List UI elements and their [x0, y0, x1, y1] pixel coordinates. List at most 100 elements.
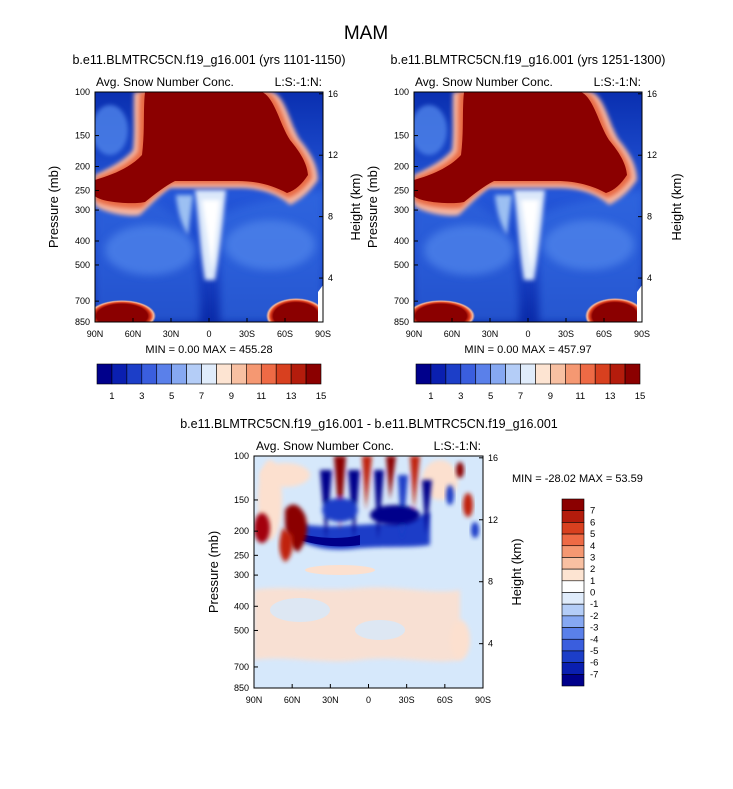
- panel-3-x-tick-label: 90S: [475, 695, 491, 705]
- colorbar-2-swatch: [475, 363, 491, 385]
- panel-1-y-right-tick-label: 8: [328, 212, 333, 222]
- panel-2-y-tick-label: 700: [394, 296, 409, 306]
- panel-1-y-right-tick-label: 4: [328, 273, 333, 283]
- colorbar-3-swatch: [561, 498, 585, 511]
- panel-3-y-right-tick-label: 8: [488, 577, 493, 587]
- panel-3: b.e11.BLMTRC5CN.f19_g16.001 - b.e11.BLMT…: [180, 417, 643, 689]
- panel-2-x-tick-label: 30S: [558, 329, 574, 339]
- colorbar-1-swatch: [111, 363, 128, 385]
- colorbar-2-swatch: [505, 363, 521, 385]
- panel-2-x-tick-label: 0: [525, 329, 530, 339]
- panel-3-stats: MIN = -28.02 MAX = 53.59: [512, 473, 643, 485]
- colorbar-3-swatch: [561, 662, 585, 675]
- colorbar-2-swatch: [565, 363, 581, 385]
- colorbar-1-swatch: [186, 363, 202, 385]
- panel-1-y-tick-label: 500: [75, 260, 90, 270]
- panel-2-y-right-tick-label: 4: [647, 273, 652, 283]
- panel-3-subtitle-left: Avg. Snow Number Conc.: [256, 439, 394, 453]
- colorbar-1-label: 5: [169, 391, 174, 402]
- panel-2-x-tick-label: 60N: [444, 329, 461, 339]
- colorbar-1-swatch: [156, 363, 172, 385]
- panel-3-subtitle-right: L:S:-1:N:: [434, 439, 481, 453]
- panel-3-y-tick-label: 250: [234, 550, 249, 560]
- panel-2-x-tick-label: 30N: [482, 329, 499, 339]
- colorbar-1-swatch: [246, 363, 262, 385]
- colorbar-3-label: -2: [590, 611, 598, 622]
- panel-1-y-tick-label: 100: [75, 87, 90, 97]
- panel-1-heatmap: [95, 92, 323, 322]
- panel-1-y-tick-label: 300: [75, 205, 90, 215]
- panel-1: b.e11.BLMTRC5CN.f19_g16.001 (yrs 1101-11…: [46, 53, 363, 356]
- colorbar-2-swatch: [520, 363, 536, 385]
- colorbar-2-label: 1: [428, 391, 433, 402]
- colorbar-3-swatch: [561, 510, 585, 523]
- colorbar-3-swatch: [561, 545, 585, 558]
- colorbar-3-label: -1: [590, 599, 598, 610]
- panel-2-y-tick-label: 850: [394, 317, 409, 327]
- panel-2-x-tick-label: 60S: [596, 329, 612, 339]
- colorbar-2-swatch: [415, 363, 432, 385]
- panel-1-y-right-tick-label: 16: [328, 89, 338, 99]
- colorbar-1-label: 9: [229, 391, 234, 402]
- colorbar-3-label: 2: [590, 564, 595, 575]
- colorbar-1-swatch: [231, 363, 247, 385]
- panel-2-y-tick-label: 500: [394, 260, 409, 270]
- panel-3-y-tick-label: 200: [234, 526, 249, 536]
- panel-1-y-tick-label: 400: [75, 236, 90, 246]
- colorbar-2-swatch: [430, 363, 447, 385]
- panel-1-y-tick-label: 850: [75, 317, 90, 327]
- colorbar-2-label: 5: [488, 391, 493, 402]
- panel-2-subtitle-right: L:S:-1:N:: [594, 75, 641, 89]
- colorbar-3-label: 5: [590, 529, 595, 540]
- panel-3-ylabel: Pressure (mb): [206, 531, 221, 613]
- colorbar-3-label: 1: [590, 576, 595, 587]
- panel-1-x-tick-label: 30S: [239, 329, 255, 339]
- colorbar-3-label: -7: [590, 669, 598, 680]
- panel-2-y-tick-label: 250: [394, 185, 409, 195]
- colorbar-3-swatch: [561, 533, 585, 547]
- colorbar-1-label: 1: [109, 391, 114, 402]
- panel-3-ylabel-right: Height (km): [509, 538, 524, 605]
- colorbar-2-swatch: [445, 363, 462, 385]
- colorbar-3-swatch: [561, 592, 585, 605]
- panel-3-y-tick-label: 700: [234, 662, 249, 672]
- colorbar-3-swatch: [561, 674, 585, 687]
- colorbar-1-swatch: [305, 363, 322, 385]
- colorbar-3-label: 0: [590, 588, 595, 599]
- colorbar-1-swatch: [141, 363, 158, 385]
- panel-3-y-tick-label: 850: [234, 683, 249, 693]
- colorbar-3-label: 3: [590, 552, 595, 563]
- panel-3-y-right-tick-label: 16: [488, 453, 498, 463]
- panel-2-ylabel-right: Height (km): [669, 173, 684, 240]
- panel-2-y-tick-label: 400: [394, 236, 409, 246]
- panel-3-y-tick-label: 300: [234, 570, 249, 580]
- panel-3-title: b.e11.BLMTRC5CN.f19_g16.001 - b.e11.BLMT…: [180, 417, 558, 431]
- panel-2-ylabel: Pressure (mb): [365, 166, 380, 248]
- panel-1-subtitle-right: L:S:-1:N:: [275, 75, 322, 89]
- panel-2-y-right-tick-label: 8: [647, 212, 652, 222]
- panel-1-x-tick-label: 0: [206, 329, 211, 339]
- colorbar-2-swatch: [579, 363, 596, 385]
- colorbar-2-swatch: [535, 363, 551, 385]
- colorbar-1-label: 3: [139, 391, 144, 402]
- colorbar-3-swatch: [561, 522, 585, 535]
- colorbar-3-label: -4: [590, 634, 598, 645]
- colorbar-3-label: -3: [590, 623, 598, 634]
- panel-3-y-right-tick-label: 12: [488, 515, 498, 525]
- colorbar-2-label: 3: [458, 391, 463, 402]
- panel-1-y-tick-label: 200: [75, 161, 90, 171]
- colorbar-1-swatch: [260, 363, 277, 385]
- colorbar-2-swatch: [460, 363, 477, 385]
- colorbar-2-swatch: [550, 363, 566, 385]
- colorbar-3-label: 4: [590, 541, 595, 552]
- colorbar-2-swatch: [594, 363, 611, 385]
- panel-1-x-tick-label: 90N: [87, 329, 104, 339]
- panel-3-y-tick-label: 100: [234, 451, 249, 461]
- panel-1-stats: MIN = 0.00 MAX = 455.28: [145, 344, 272, 356]
- panel-1-x-tick-label: 90S: [315, 329, 331, 339]
- colorbar-3-swatch: [561, 650, 585, 663]
- colorbar-2-label: 11: [575, 391, 585, 402]
- panel-3-x-tick-label: 60N: [284, 695, 301, 705]
- colorbar-3-label: -6: [590, 658, 598, 669]
